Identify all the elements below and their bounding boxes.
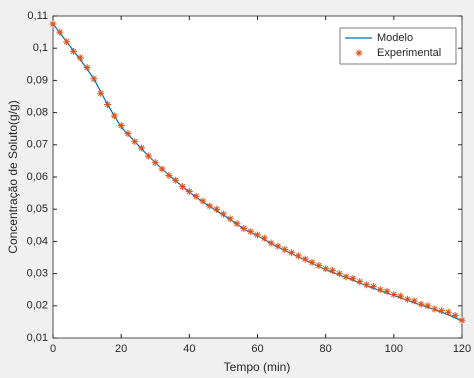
experimental-point	[301, 255, 309, 263]
experimental-point	[349, 274, 357, 282]
experimental-point	[438, 307, 446, 315]
experimental-point	[179, 183, 187, 191]
x-tick-label: 20	[115, 343, 127, 355]
experimental-point	[376, 286, 384, 294]
experimental-point	[172, 176, 180, 184]
experimental-point	[138, 144, 146, 152]
experimental-point	[403, 295, 411, 303]
experimental-point	[165, 171, 173, 179]
experimental-point	[288, 249, 296, 257]
experimental-point	[213, 205, 221, 213]
y-tick-label: 0,08	[27, 107, 48, 119]
experimental-point	[431, 305, 439, 313]
experimental-point	[254, 231, 261, 239]
x-tick-label: 80	[320, 343, 332, 355]
experimental-point	[260, 234, 268, 242]
experimental-point	[104, 101, 112, 109]
x-tick-label: 40	[183, 343, 195, 355]
experimental-point	[151, 159, 159, 167]
experimental-point	[458, 316, 466, 324]
experimental-point	[97, 89, 105, 97]
experimental-point	[124, 130, 132, 138]
y-tick-label: 0,03	[27, 268, 48, 280]
y-tick-label: 0,07	[27, 139, 48, 151]
y-tick-label: 0,06	[27, 171, 48, 183]
experimental-point	[199, 197, 207, 205]
experimental-point	[226, 215, 234, 223]
experimental-point	[444, 308, 452, 316]
experimental-point	[185, 187, 193, 195]
legend-box	[339, 27, 457, 65]
legend-marker	[355, 49, 363, 57]
experimental-point	[383, 287, 391, 295]
experimental-point	[206, 202, 214, 210]
experimental-point	[117, 121, 125, 129]
experimental-point	[315, 262, 323, 270]
experimental-point	[274, 242, 282, 250]
experimental-point	[451, 311, 459, 319]
y-axis-label: Concentração de Soluto(g/g)	[6, 100, 20, 253]
experimental-point	[219, 210, 227, 218]
y-tick-label: 0,11	[27, 10, 48, 22]
experimental-point	[63, 38, 71, 46]
legend-label: Experimental	[377, 47, 441, 59]
experimental-point	[267, 239, 275, 247]
experimental-point	[308, 258, 316, 266]
experimental-point	[294, 252, 302, 260]
experimental-point	[335, 270, 343, 278]
experimental-point	[158, 165, 166, 173]
experimental-point	[56, 28, 64, 36]
x-axis-label: Tempo (min)	[224, 360, 291, 374]
experimental-point	[247, 228, 255, 236]
experimental-point	[192, 192, 200, 200]
x-tick-label: 60	[251, 343, 263, 355]
experimental-point	[356, 278, 364, 286]
experimental-point	[110, 112, 118, 120]
experimental-point	[397, 292, 405, 300]
experimental-point	[76, 54, 84, 62]
y-tick-label: 0,05	[27, 203, 48, 215]
y-tick-label: 0,01	[27, 332, 48, 344]
experimental-point	[131, 138, 139, 146]
experimental-point	[363, 281, 371, 289]
experimental-point	[281, 245, 289, 253]
experimental-point	[390, 291, 398, 299]
experimental-point	[424, 302, 432, 310]
y-tick-label: 0,02	[27, 300, 48, 312]
x-tick-label: 0	[50, 343, 56, 355]
experimental-point	[328, 266, 336, 274]
experimental-point	[322, 265, 330, 273]
experimental-point	[417, 300, 425, 308]
y-tick-label: 0,1	[33, 42, 48, 54]
experimental-point	[83, 64, 91, 72]
experimental-point	[144, 152, 152, 160]
experimental-point	[49, 20, 57, 28]
plot-area	[52, 15, 463, 339]
experimental-point	[69, 47, 77, 55]
experimental-point	[90, 75, 98, 83]
experimental-point	[369, 282, 377, 290]
experimental-point	[410, 297, 418, 305]
experimental-point	[233, 220, 241, 228]
legend-label: Modelo	[377, 32, 413, 44]
x-tick-label: 120	[453, 343, 471, 355]
x-tick-label: 100	[385, 343, 403, 355]
experimental-point	[342, 273, 350, 281]
y-tick-label: 0,09	[27, 74, 48, 86]
experimental-point	[240, 225, 248, 233]
y-tick-label: 0,04	[27, 235, 48, 247]
